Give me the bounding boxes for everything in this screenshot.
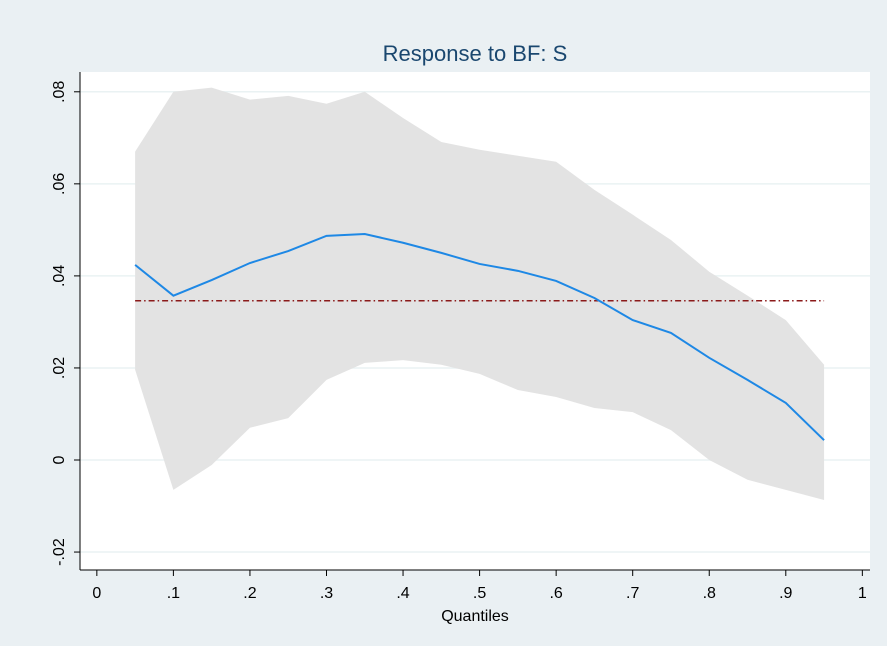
x-tick-label: .1 bbox=[167, 585, 180, 602]
y-tick-label: .08 bbox=[51, 81, 68, 103]
y-tick-label: .04 bbox=[51, 265, 68, 287]
y-tick-label: .06 bbox=[51, 173, 68, 195]
x-tick-label: 1 bbox=[858, 585, 867, 602]
x-tick-label: .5 bbox=[473, 585, 486, 602]
x-tick-label: .8 bbox=[703, 585, 716, 602]
x-tick-label: .3 bbox=[320, 585, 333, 602]
x-tick-label: .4 bbox=[396, 585, 409, 602]
y-tick-label: 0 bbox=[51, 455, 68, 464]
y-tick-label: .02 bbox=[51, 357, 68, 379]
chart-title: Response to BF: S bbox=[383, 41, 568, 66]
x-axis-label: Quantiles bbox=[441, 608, 509, 625]
line bbox=[134, 233, 825, 441]
x-tick-label: .6 bbox=[549, 585, 562, 602]
x-tick-label: 0 bbox=[92, 585, 101, 602]
x-tick-label: .7 bbox=[626, 585, 639, 602]
x-tick-label: .2 bbox=[243, 585, 256, 602]
x-tick-label: .9 bbox=[779, 585, 792, 602]
y-tick-label: -.02 bbox=[51, 538, 68, 566]
confidence-band bbox=[135, 87, 825, 501]
